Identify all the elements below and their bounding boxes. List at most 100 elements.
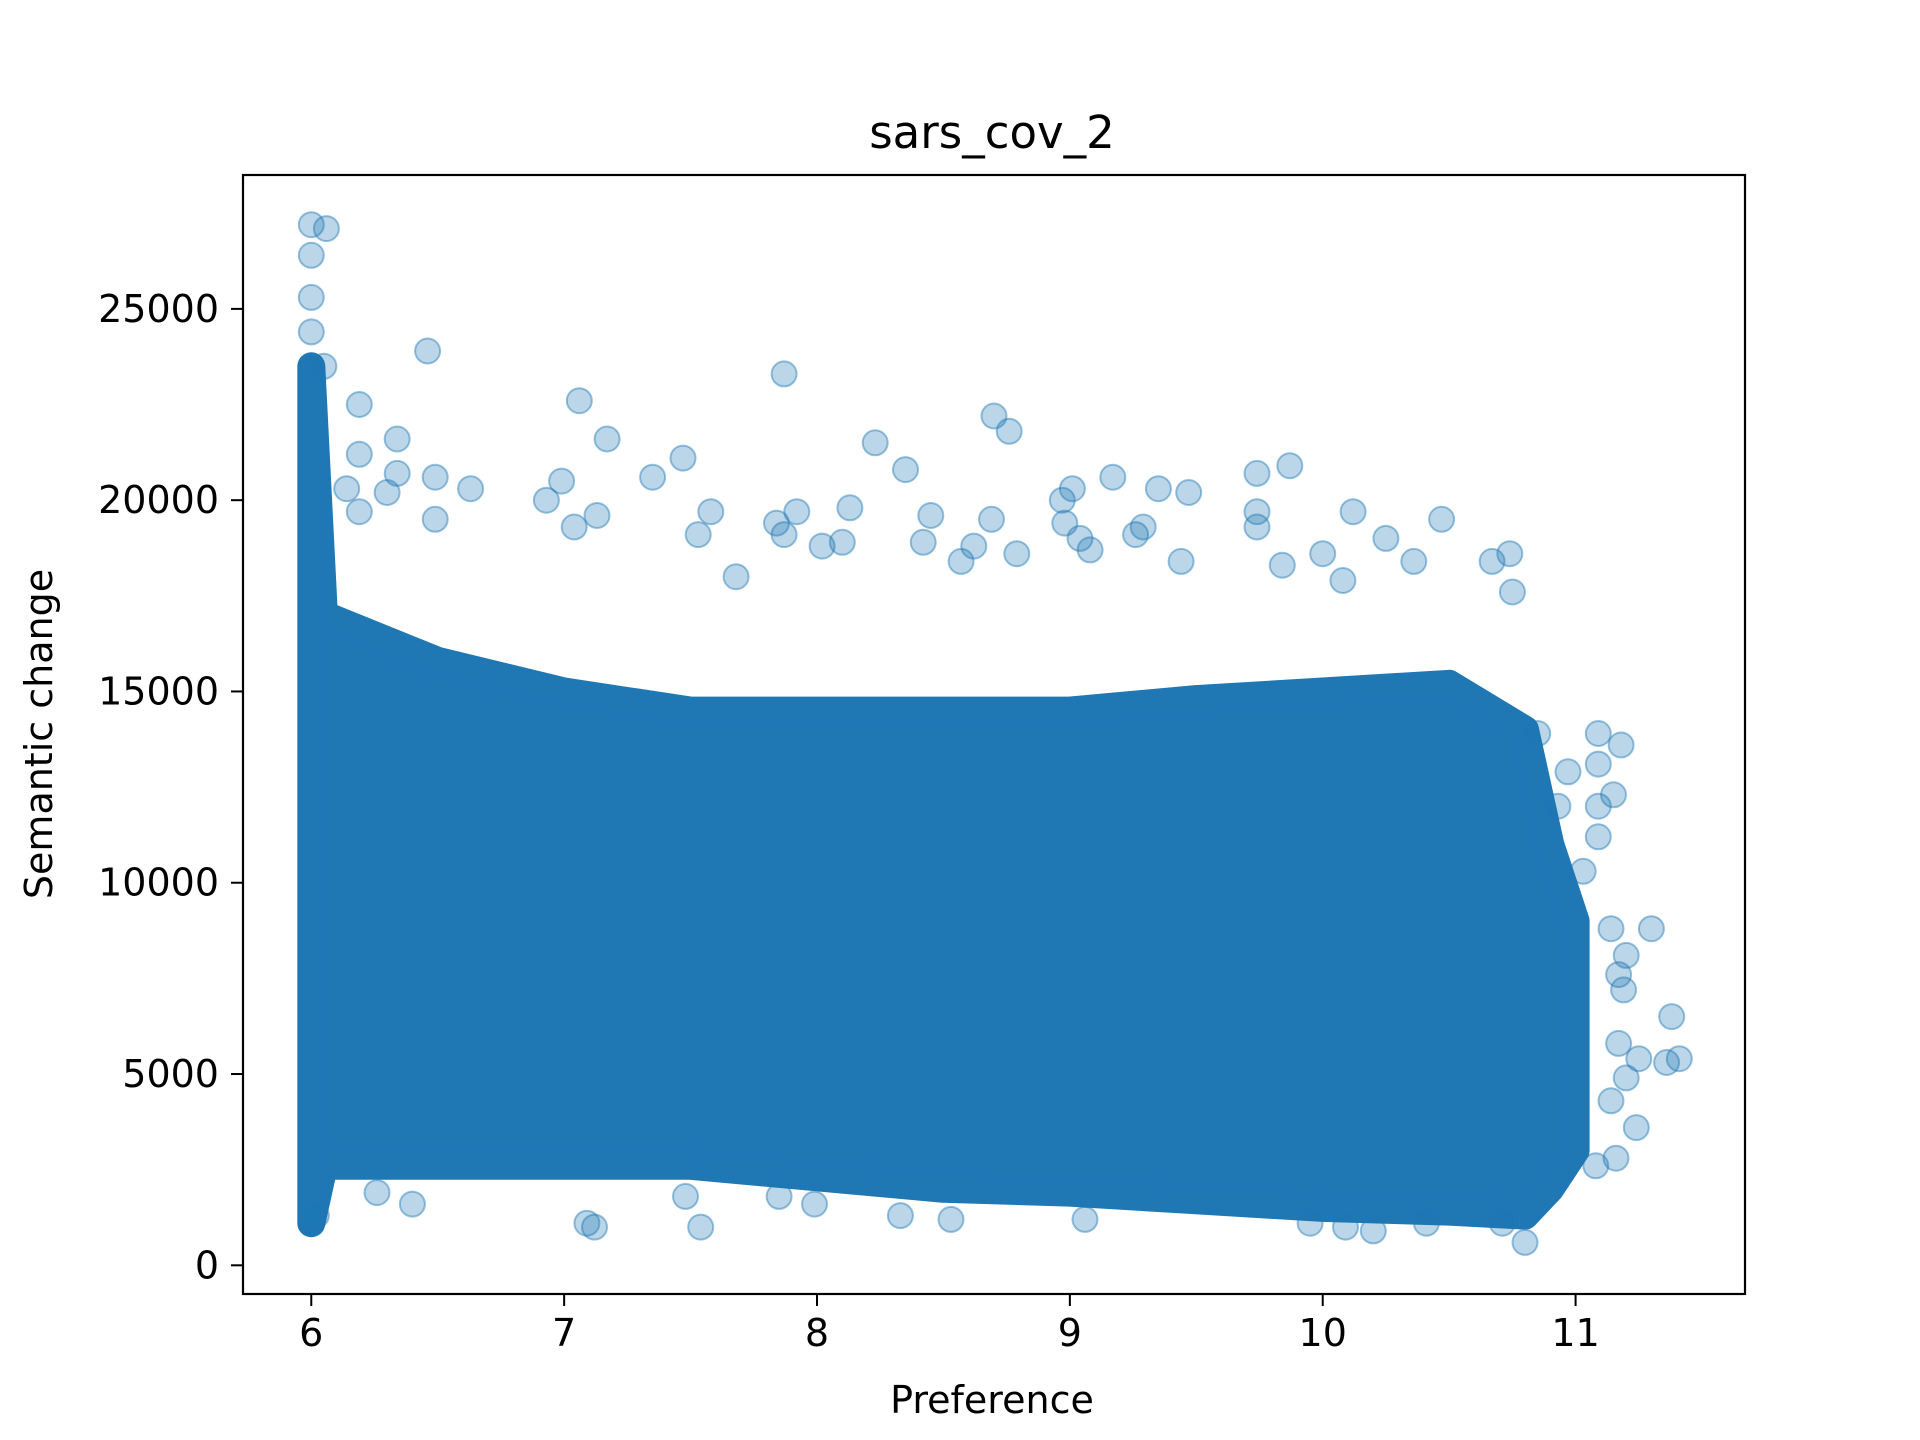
- data-point: [297, 241, 325, 269]
- data-point: [1412, 1209, 1440, 1237]
- data-point: [886, 1202, 914, 1230]
- data-point: [1329, 567, 1357, 594]
- data-point: [770, 521, 798, 549]
- data-point: [892, 456, 919, 484]
- x-tick-label: 9: [1058, 1311, 1082, 1355]
- data-point: [1584, 823, 1612, 851]
- data-point: [1243, 498, 1271, 526]
- data-point: [1597, 915, 1625, 943]
- data-point: [1625, 1045, 1653, 1073]
- y-axis: 0 5000 10000 15000 20000 25000: [98, 287, 243, 1287]
- data-point: [398, 1190, 426, 1218]
- data-point: [1268, 551, 1296, 579]
- data-point: [1605, 961, 1633, 989]
- data-point: [1071, 1205, 1099, 1233]
- data-point: [1428, 505, 1456, 533]
- data-point: [1339, 498, 1367, 526]
- data-point: [1622, 1114, 1650, 1142]
- x-axis: 6 7 8 9 10 11: [299, 1294, 1600, 1355]
- data-point: [1276, 452, 1304, 480]
- data-point: [783, 498, 811, 526]
- data-point: [345, 391, 373, 418]
- data-point: [639, 463, 667, 491]
- data-point: [414, 337, 442, 365]
- data-point: [560, 513, 588, 541]
- data-point: [345, 440, 373, 468]
- data-point: [1051, 509, 1079, 537]
- data-point: [1296, 1209, 1324, 1237]
- y-tick-label: 10000: [98, 861, 219, 905]
- x-tick-label: 8: [805, 1311, 829, 1355]
- data-point: [960, 532, 988, 560]
- data-point: [548, 467, 576, 495]
- data-point: [1582, 1152, 1610, 1180]
- data-point: [421, 463, 449, 491]
- x-tick-label: 7: [552, 1311, 576, 1355]
- data-point: [1665, 1045, 1693, 1073]
- data-point: [1584, 792, 1612, 820]
- data-point: [765, 1182, 793, 1210]
- data-point: [836, 494, 864, 522]
- data-point: [1605, 1029, 1633, 1057]
- data-point: [310, 352, 338, 380]
- data-point: [861, 429, 889, 457]
- data-point: [828, 528, 856, 556]
- data-point: [297, 318, 325, 346]
- data-point: [669, 444, 697, 472]
- data-point: [302, 1202, 330, 1230]
- data-point: [1332, 1213, 1359, 1241]
- data-point: [1243, 513, 1271, 541]
- data-point: [1099, 463, 1127, 491]
- data-point: [937, 1205, 965, 1233]
- data-point: [1478, 547, 1506, 575]
- plot-frame: [241, 173, 1747, 1296]
- data-point: [1066, 524, 1094, 552]
- data-point: [1637, 915, 1665, 943]
- data-point: [421, 505, 449, 533]
- data-point: [1607, 731, 1635, 759]
- data-point: [917, 502, 945, 529]
- x-tick-label: 6: [299, 1311, 323, 1355]
- y-tick-label: 5000: [122, 1052, 219, 1096]
- data-point: [532, 486, 560, 514]
- data-point: [1610, 976, 1638, 1004]
- data-point: [770, 360, 798, 388]
- data-point: [1498, 578, 1526, 606]
- data-point: [1524, 720, 1552, 747]
- data-point: [457, 475, 485, 503]
- y-tick-label: 15000: [98, 669, 219, 713]
- data-point: [363, 1179, 391, 1207]
- data-point: [1400, 547, 1428, 575]
- data-point: [383, 459, 411, 487]
- y-axis-label: Semantic change: [17, 569, 61, 899]
- data-point: [333, 475, 361, 503]
- data-point: [573, 1209, 601, 1237]
- data-point: [1544, 792, 1572, 820]
- data-point: [1122, 521, 1150, 549]
- data-point: [1584, 720, 1612, 747]
- data-point: [1569, 857, 1597, 885]
- x-axis-label: Preference: [890, 1378, 1094, 1422]
- data-point: [1658, 1003, 1686, 1031]
- data-point: [684, 521, 712, 549]
- data-point: [1612, 941, 1640, 969]
- data-point: [297, 1209, 325, 1237]
- data-point: [687, 1213, 715, 1241]
- data-point: [297, 283, 325, 311]
- data-point: [722, 563, 750, 591]
- data-point: [1600, 781, 1627, 809]
- data-point: [1129, 513, 1157, 541]
- data-point: [1048, 486, 1076, 514]
- data-point: [697, 498, 725, 526]
- x-tick-label: 11: [1551, 1311, 1599, 1355]
- data-point: [565, 387, 593, 415]
- data-point: [1003, 540, 1031, 568]
- data-point: [583, 502, 611, 529]
- data-point: [1058, 475, 1086, 503]
- data-point: [672, 1182, 699, 1210]
- data-point: [1076, 536, 1104, 564]
- data-point: [1359, 1217, 1387, 1245]
- y-tick-label: 25000: [98, 287, 219, 331]
- data-point: [345, 498, 373, 526]
